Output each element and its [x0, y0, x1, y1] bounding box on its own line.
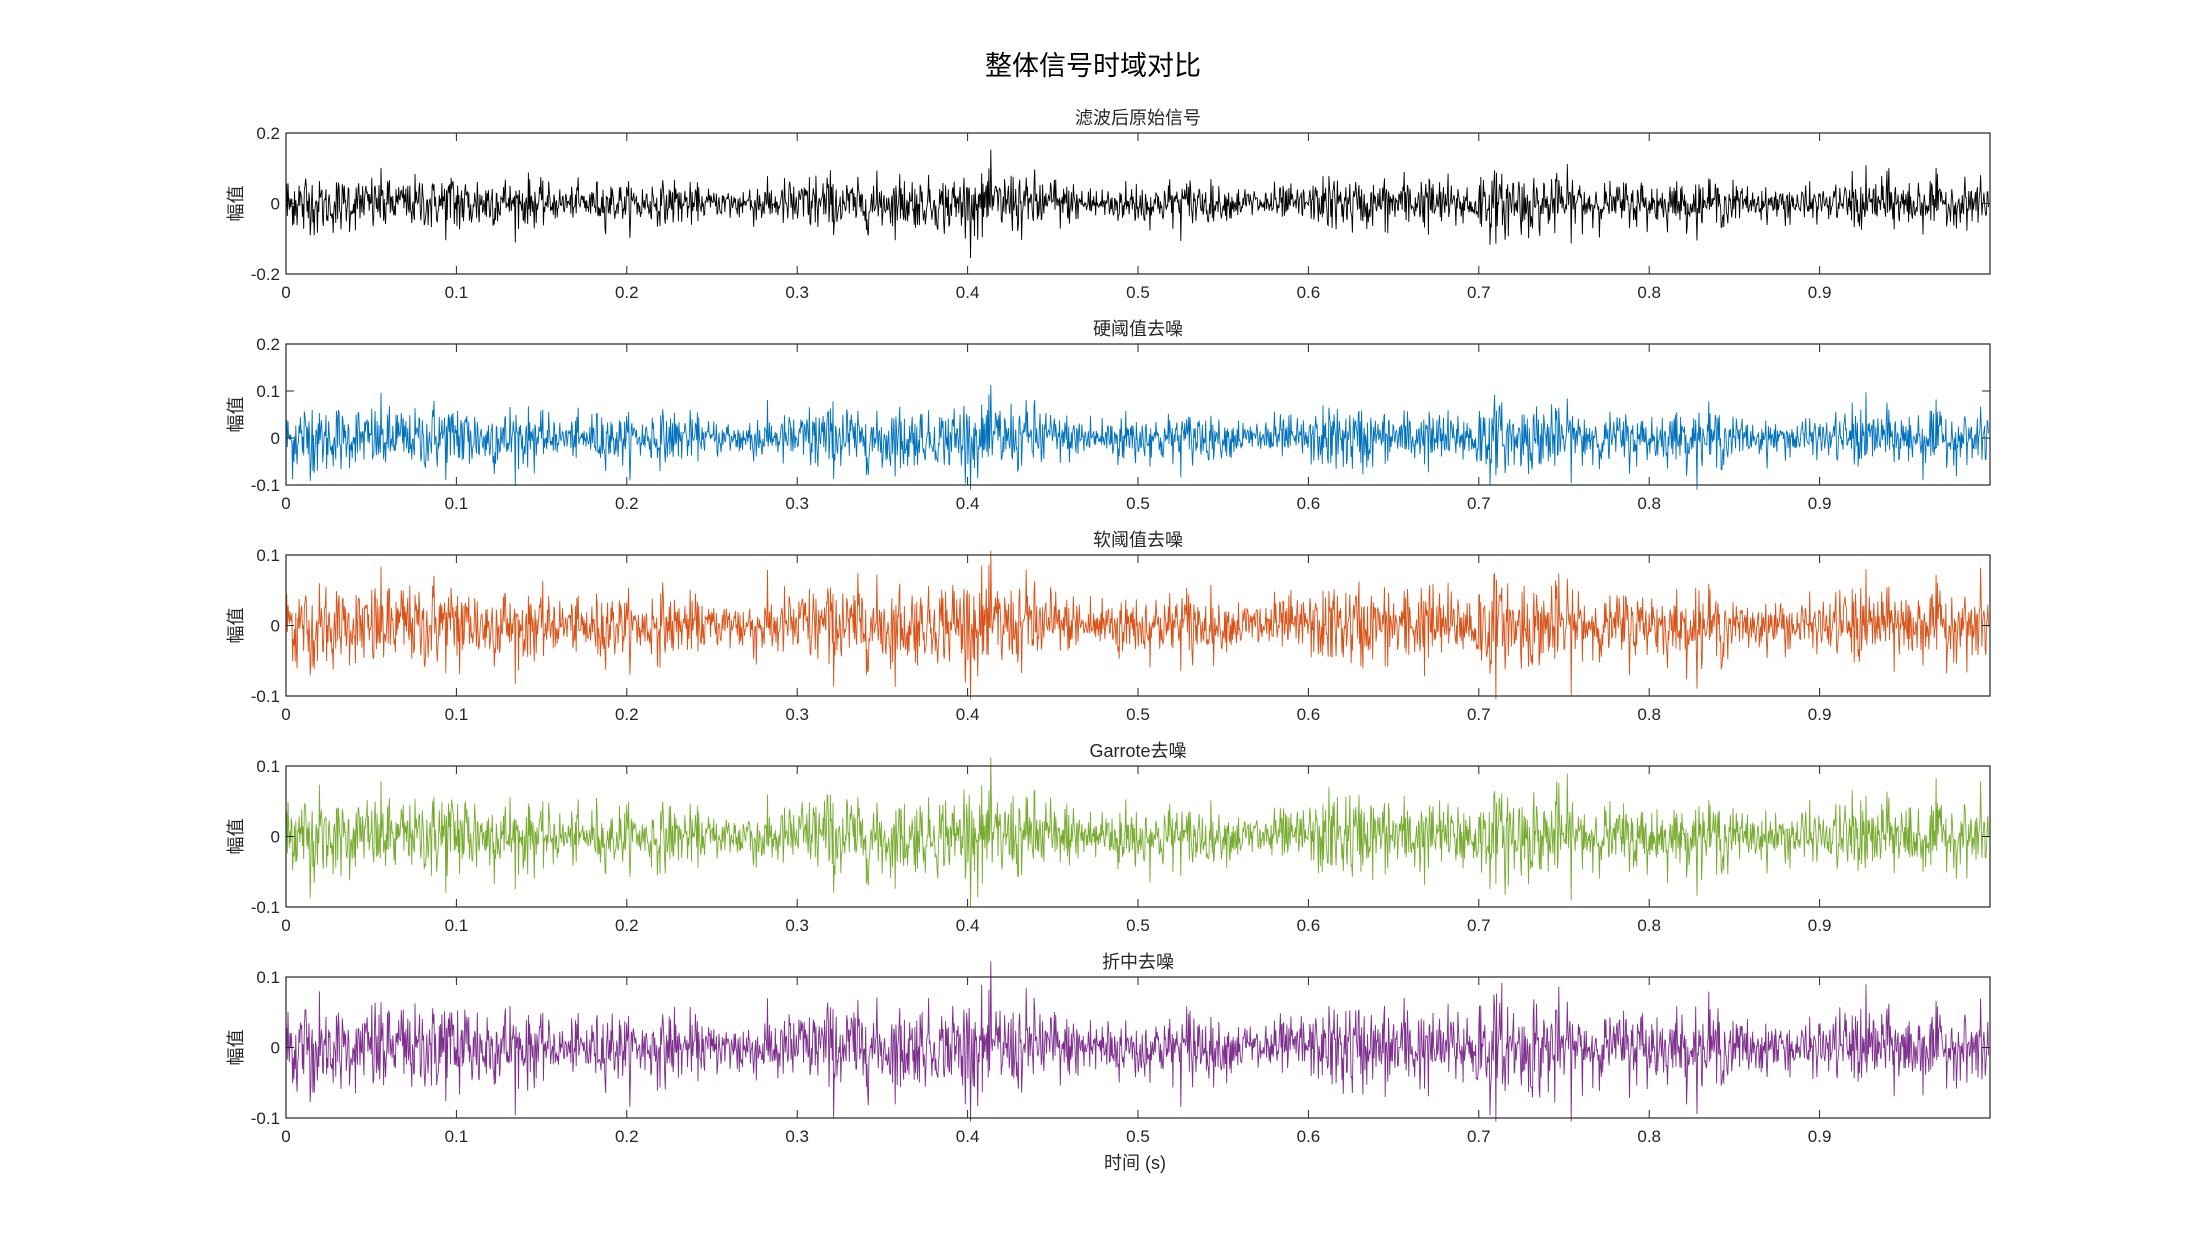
x-tick-label: 0.4: [956, 283, 980, 302]
y-tick-label: 0.2: [256, 335, 280, 354]
y-tick-label: 0.1: [256, 546, 280, 565]
x-tick-label: 0: [281, 494, 290, 513]
x-tick-label: 0.2: [615, 705, 639, 724]
x-tick-label: 0.3: [785, 494, 809, 513]
x-tick-label: 0.2: [615, 1127, 639, 1146]
x-tick-label: 0.6: [1297, 1127, 1321, 1146]
x-tick-label: 0.2: [615, 916, 639, 935]
x-tick-label: 0.5: [1126, 916, 1150, 935]
x-tick-label: 0.7: [1467, 705, 1491, 724]
x-tick-label: 0.7: [1467, 283, 1491, 302]
x-tick-label: 0.1: [445, 705, 469, 724]
x-tick-label: 0: [281, 705, 290, 724]
y-tick-label: 0: [271, 617, 280, 636]
subplot-title: 硬阈值去噪: [1093, 319, 1183, 339]
x-tick-label: 0.4: [956, 705, 980, 724]
y-axis-label: 幅值: [226, 1030, 246, 1066]
x-tick-label: 0.9: [1808, 283, 1832, 302]
x-tick-label: 0.8: [1637, 494, 1661, 513]
y-tick-label: 0: [271, 1039, 280, 1058]
x-tick-label: 0: [281, 916, 290, 935]
x-tick-label: 0.8: [1637, 1127, 1661, 1146]
x-tick-label: 0.6: [1297, 283, 1321, 302]
y-tick-label: -0.1: [251, 687, 280, 706]
x-tick-label: 0.8: [1637, 705, 1661, 724]
y-tick-label: 0.2: [256, 124, 280, 143]
subplot-2: 0 0.1 0.2 0.3 0.4 0.5 0.6 0.7 0.8 0.9-0.100.10.2硬…: [226, 319, 1991, 513]
x-axis-label: 时间 (s): [1104, 1153, 1166, 1173]
x-tick-label: 0.7: [1467, 494, 1491, 513]
y-tick-label: -0.1: [251, 1109, 280, 1128]
subplot-5: 0 0.1 0.2 0.3 0.4 0.5 0.6 0.7 0.8 0.9-0.100.1折中去噪…: [226, 952, 1991, 1146]
x-tick-label: 0.2: [615, 494, 639, 513]
x-tick-label: 0.6: [1297, 916, 1321, 935]
x-tick-label: 0.4: [956, 1127, 980, 1146]
y-tick-label: -0.1: [251, 476, 280, 495]
x-tick-label: 0.5: [1126, 705, 1150, 724]
x-tick-label: 0.6: [1297, 494, 1321, 513]
y-tick-label: 0.1: [256, 968, 280, 987]
y-tick-label: -0.1: [251, 898, 280, 917]
y-axis-label: 幅值: [226, 397, 246, 433]
series-line: [285, 384, 1989, 490]
x-tick-label: 0.2: [615, 283, 639, 302]
subplot-title: Garrote去噪: [1089, 741, 1186, 761]
x-tick-label: 0.1: [445, 283, 469, 302]
y-tick-label: 0: [271, 828, 280, 847]
x-tick-label: 0.1: [445, 916, 469, 935]
x-tick-label: 0.5: [1126, 283, 1150, 302]
subplot-3: 0 0.1 0.2 0.3 0.4 0.5 0.6 0.7 0.8 0.9-0.100.1软阈值去…: [226, 530, 1991, 724]
y-tick-label: -0.2: [251, 265, 280, 284]
series-line: [285, 550, 1989, 700]
subplot-4: 0 0.1 0.2 0.3 0.4 0.5 0.6 0.7 0.8 0.9-0.100.1Garr…: [226, 741, 1991, 935]
x-tick-label: 0.9: [1808, 494, 1832, 513]
x-tick-label: 0.8: [1637, 283, 1661, 302]
x-tick-label: 0.9: [1808, 916, 1832, 935]
y-tick-label: 0.1: [256, 757, 280, 776]
x-tick-label: 0.5: [1126, 1127, 1150, 1146]
x-tick-label: 0.7: [1467, 1127, 1491, 1146]
x-tick-label: 0.7: [1467, 916, 1491, 935]
x-tick-label: 0: [281, 1127, 290, 1146]
y-axis-label: 幅值: [226, 608, 246, 644]
figure-title: 整体信号时域对比: [985, 51, 1201, 81]
x-tick-label: 0.3: [785, 705, 809, 724]
y-axis-label: 幅值: [226, 819, 246, 855]
subplot-title: 折中去噪: [1102, 952, 1174, 972]
x-tick-label: 0.1: [445, 1127, 469, 1146]
x-tick-label: 0.4: [956, 494, 980, 513]
x-tick-label: 0.5: [1126, 494, 1150, 513]
x-tick-label: 0.9: [1808, 1127, 1832, 1146]
x-tick-label: 0.3: [785, 916, 809, 935]
x-tick-label: 0.4: [956, 916, 980, 935]
subplot-title: 软阈值去噪: [1093, 530, 1183, 550]
x-tick-label: 0.8: [1637, 916, 1661, 935]
x-tick-label: 0.3: [785, 1127, 809, 1146]
series-line: [285, 961, 1989, 1122]
x-tick-label: 0.6: [1297, 705, 1321, 724]
axes-root: 0 0.1 0.2 0.3 0.4 0.5 0.6 0.7 0.8 0.9-0.200.2滤波后原…: [226, 108, 1991, 1146]
subplot-title: 滤波后原始信号: [1075, 108, 1201, 128]
y-tick-label: 0.1: [256, 382, 280, 401]
x-tick-label: 0.9: [1808, 705, 1832, 724]
subplot-1: 0 0.1 0.2 0.3 0.4 0.5 0.6 0.7 0.8 0.9-0.200.2滤波后原…: [226, 108, 1991, 302]
y-tick-label: 0: [271, 195, 280, 214]
x-tick-label: 0: [281, 283, 290, 302]
y-axis-label: 幅值: [226, 186, 246, 222]
y-tick-label: 0: [271, 429, 280, 448]
series-line: [285, 149, 1989, 259]
x-tick-label: 0.3: [785, 283, 809, 302]
x-tick-label: 0.1: [445, 494, 469, 513]
series-line: [285, 757, 1989, 908]
